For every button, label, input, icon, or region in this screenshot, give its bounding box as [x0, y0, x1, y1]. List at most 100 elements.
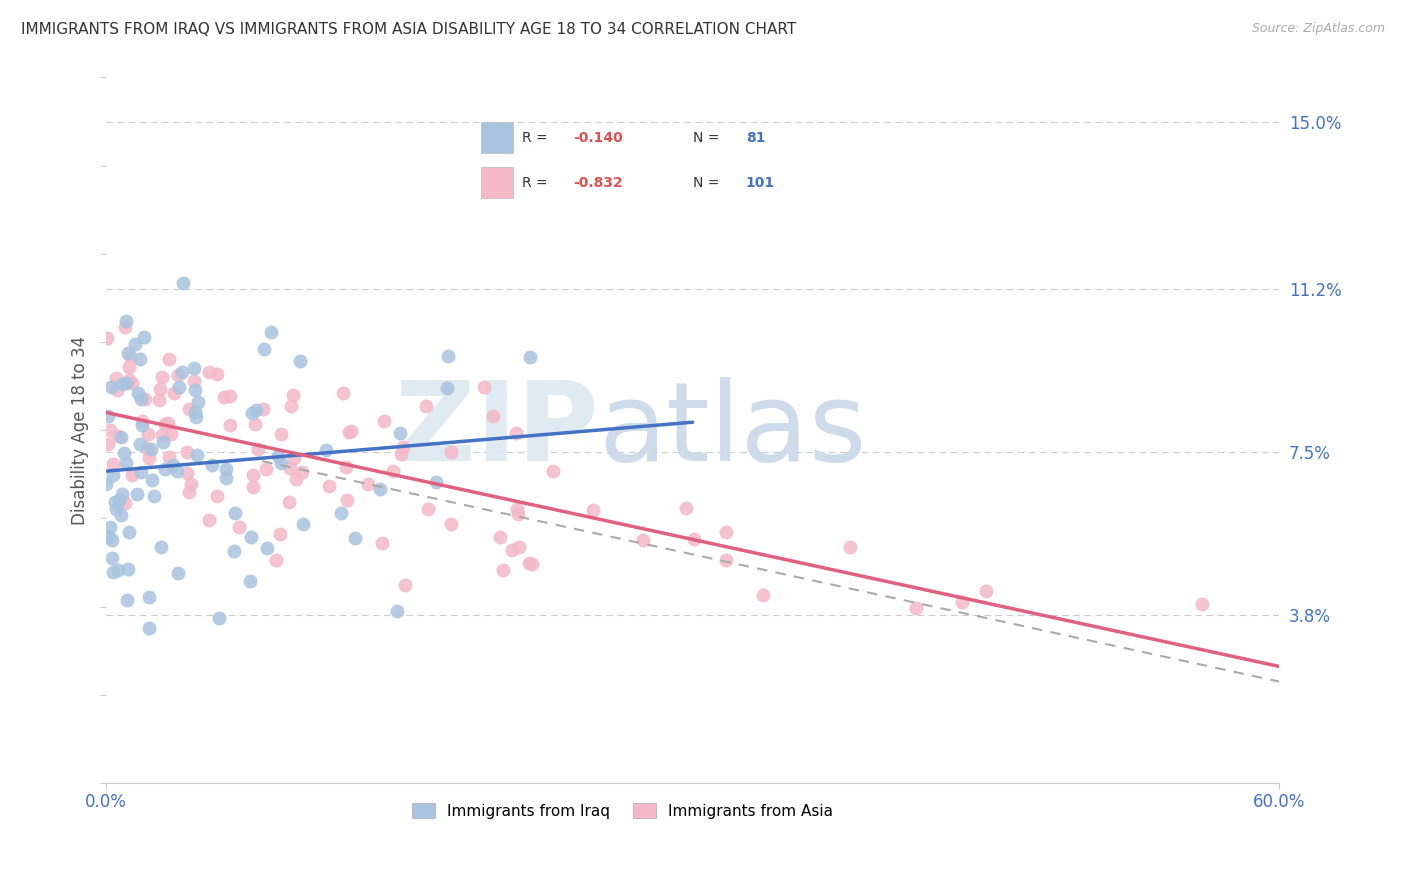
- Point: [138, 450, 160, 465]
- Point: [284, 472, 307, 486]
- Point: [153, 417, 176, 431]
- Point: [631, 533, 654, 547]
- Point: [105, 383, 128, 397]
- Point: [418, 502, 440, 516]
- Point: [96, 477, 118, 491]
- Point: [160, 427, 183, 442]
- Text: Source: ZipAtlas.com: Source: ZipAtlas.com: [1251, 22, 1385, 36]
- Point: [127, 386, 149, 401]
- Point: [186, 448, 208, 462]
- Point: [269, 527, 291, 541]
- Point: [134, 330, 156, 344]
- Point: [394, 578, 416, 592]
- Text: IMMIGRANTS FROM IRAQ VS IMMIGRANTS FROM ASIA DISABILITY AGE 18 TO 34 CORRELATION: IMMIGRANTS FROM IRAQ VS IMMIGRANTS FROM …: [21, 22, 796, 37]
- Point: [260, 325, 283, 339]
- Point: [541, 464, 564, 478]
- Point: [315, 443, 337, 458]
- Point: [197, 513, 219, 527]
- Point: [103, 458, 125, 472]
- Point: [100, 380, 122, 394]
- Point: [121, 468, 143, 483]
- Point: [114, 456, 136, 470]
- Point: [215, 471, 238, 485]
- Point: [337, 425, 360, 440]
- Point: [139, 442, 162, 457]
- Point: [150, 540, 173, 554]
- Point: [716, 553, 738, 567]
- Point: [522, 558, 544, 572]
- Point: [96, 436, 118, 450]
- Point: [112, 446, 135, 460]
- Point: [183, 360, 205, 375]
- Point: [107, 492, 129, 507]
- Point: [98, 423, 121, 437]
- Point: [392, 440, 415, 454]
- Point: [270, 426, 292, 441]
- Point: [121, 376, 143, 390]
- Point: [114, 320, 136, 334]
- Point: [141, 473, 163, 487]
- Point: [166, 566, 188, 580]
- Point: [117, 346, 139, 360]
- Point: [100, 533, 122, 547]
- Point: [150, 427, 173, 442]
- Point: [124, 337, 146, 351]
- Point: [219, 389, 242, 403]
- Point: [280, 460, 302, 475]
- Point: [291, 465, 314, 479]
- Point: [290, 353, 312, 368]
- Point: [280, 399, 302, 413]
- Point: [242, 481, 264, 495]
- Point: [278, 495, 301, 509]
- Point: [240, 406, 263, 420]
- Point: [332, 385, 354, 400]
- Point: [197, 365, 219, 379]
- Point: [381, 464, 404, 478]
- Point: [218, 418, 240, 433]
- Point: [439, 517, 461, 532]
- Point: [519, 351, 541, 365]
- Point: [118, 360, 141, 375]
- Point: [253, 342, 276, 356]
- Point: [201, 458, 224, 472]
- Point: [149, 382, 172, 396]
- Point: [152, 435, 174, 450]
- Point: [131, 414, 153, 428]
- Point: [716, 524, 738, 539]
- Point: [1191, 598, 1213, 612]
- Point: [128, 437, 150, 451]
- Point: [118, 373, 141, 387]
- Point: [100, 520, 122, 534]
- Point: [440, 444, 463, 458]
- Point: [103, 565, 125, 579]
- Point: [246, 442, 269, 457]
- Point: [110, 508, 132, 522]
- Point: [125, 486, 148, 500]
- Point: [205, 368, 228, 382]
- Point: [506, 508, 529, 522]
- Point: [134, 392, 156, 406]
- Point: [239, 574, 262, 589]
- Point: [117, 562, 139, 576]
- Point: [97, 409, 120, 423]
- Point: [243, 417, 266, 432]
- Point: [482, 409, 505, 423]
- Point: [163, 385, 186, 400]
- Point: [155, 462, 177, 476]
- Text: ZIP: ZIP: [395, 376, 599, 483]
- Point: [150, 369, 173, 384]
- Point: [437, 350, 460, 364]
- Point: [184, 410, 207, 425]
- Point: [167, 380, 190, 394]
- Point: [157, 352, 180, 367]
- Point: [166, 464, 188, 478]
- Legend: Immigrants from Iraq, Immigrants from Asia: Immigrants from Iraq, Immigrants from As…: [405, 797, 839, 825]
- Point: [222, 544, 245, 558]
- Point: [157, 416, 180, 430]
- Point: [107, 563, 129, 577]
- Point: [143, 489, 166, 503]
- Point: [436, 381, 458, 395]
- Point: [184, 405, 207, 419]
- Point: [103, 467, 125, 482]
- Point: [138, 591, 160, 605]
